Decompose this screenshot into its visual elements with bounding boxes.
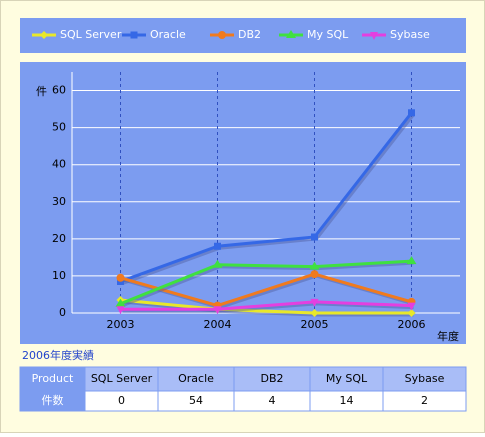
cell-text: My SQL xyxy=(326,372,368,385)
x-axis-label: 年度 xyxy=(437,329,459,343)
cell-text: 4 xyxy=(269,394,276,407)
table-cell xyxy=(382,390,467,412)
series-line xyxy=(119,111,413,283)
legend-label: DB2 xyxy=(238,28,261,41)
legend-box xyxy=(20,18,466,53)
line-shadow xyxy=(122,300,414,317)
cell-text: 14 xyxy=(340,394,354,407)
cell-text: DB2 xyxy=(260,372,283,385)
marker xyxy=(116,306,125,315)
series-line xyxy=(120,298,412,315)
marker xyxy=(310,270,319,279)
y-tick-label: 30 xyxy=(52,195,66,208)
row-header: 件数 xyxy=(42,394,64,407)
marker xyxy=(311,233,318,241)
marker xyxy=(213,306,222,315)
marker xyxy=(407,302,416,311)
x-tick-label: 2005 xyxy=(301,318,329,331)
y-tick-label: 10 xyxy=(52,269,66,282)
marker xyxy=(309,261,320,270)
marker xyxy=(214,242,221,250)
y-tick-label: 40 xyxy=(52,158,66,171)
marker xyxy=(130,31,138,39)
marker xyxy=(116,273,125,282)
table-cell xyxy=(84,366,159,392)
cell-text: 54 xyxy=(189,394,203,407)
y-axis-label: 件 xyxy=(36,85,47,98)
table: Product SQL Server Oracle DB2 My SQL Sybase 件数… xyxy=(19,366,467,412)
table-cell xyxy=(19,366,86,392)
marker xyxy=(310,298,319,307)
cell-text: Oracle xyxy=(178,372,214,385)
marker xyxy=(408,109,415,117)
legend-label: My SQL xyxy=(307,28,349,41)
cell-text: SQL Server xyxy=(91,372,153,385)
marker xyxy=(286,30,296,38)
x-tick-label: 2004 xyxy=(204,318,232,331)
y-tick-label: 50 xyxy=(52,121,66,134)
x-tick-label: 2003 xyxy=(107,318,135,331)
legend-label: Sybase xyxy=(390,28,430,41)
y-tick-label: 20 xyxy=(52,232,66,245)
line-shadow xyxy=(121,113,415,285)
marker xyxy=(115,298,126,307)
row-header: Product xyxy=(32,372,74,385)
x-tick-label: 2006 xyxy=(398,318,426,331)
cell-text: 0 xyxy=(118,394,125,407)
legend-label: Oracle xyxy=(150,28,186,41)
line-shadow xyxy=(122,302,414,313)
marker xyxy=(40,31,48,39)
cell-text: Sybase xyxy=(405,372,445,385)
y-tick-label: 0 xyxy=(59,306,66,319)
table-cell xyxy=(382,366,467,392)
series-line xyxy=(120,272,412,308)
chart-area xyxy=(20,62,466,344)
marker xyxy=(212,259,223,268)
table-caption: 2006年度実績 xyxy=(22,348,94,362)
marker xyxy=(310,309,319,317)
series-line xyxy=(120,300,412,311)
marker xyxy=(218,31,226,39)
cell-text: 2 xyxy=(421,394,428,407)
series-line xyxy=(119,259,412,306)
marker xyxy=(406,256,417,265)
marker xyxy=(370,32,378,40)
line-shadow xyxy=(121,261,414,308)
legend-label: SQL Server xyxy=(60,28,122,41)
marker xyxy=(407,309,416,317)
y-tick-label: 60 xyxy=(52,84,66,97)
